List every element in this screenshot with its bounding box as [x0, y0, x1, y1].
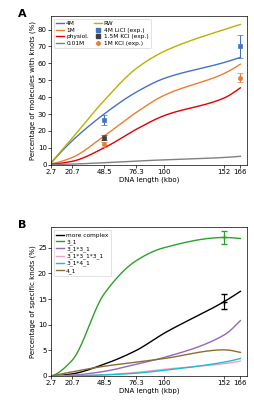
X-axis label: DNA length (kbp): DNA length (kbp) [118, 388, 179, 394]
Legend: more complex, 3_1, 3_1*3_1, 3_1*3_1*3_1, 3_1*4_1, 4_1: more complex, 3_1, 3_1*3_1, 3_1*3_1*3_1,… [54, 230, 110, 276]
Legend: 4M, 1M, physiol., 0.01M, RW, 4M LiCl (exp.), 1.5M KCl (exp.), 1M KCl (exp.): 4M, 1M, physiol., 0.01M, RW, 4M LiCl (ex… [54, 19, 150, 48]
Text: B: B [18, 220, 26, 230]
Text: A: A [18, 8, 26, 18]
Y-axis label: Percentage of molecules with knots (%): Percentage of molecules with knots (%) [30, 21, 36, 160]
X-axis label: DNA length (kbo): DNA length (kbo) [119, 176, 179, 183]
Y-axis label: Percentage of specific knots (%): Percentage of specific knots (%) [30, 245, 36, 358]
